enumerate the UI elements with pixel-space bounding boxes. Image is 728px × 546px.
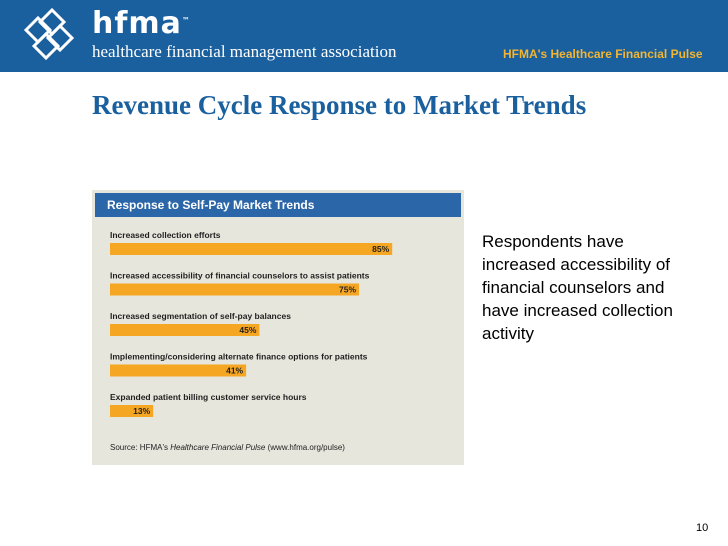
value-label: 75% [339,285,356,295]
category-label: Increased collection efforts [110,230,221,240]
chart-panel: Increased collection efforts 85% Increased… [92,190,464,465]
bar [110,283,359,296]
pulse-label: HFMA's Healthcare Financial Pulse [503,47,703,61]
category-label: Expanded patient billing customer servic… [110,392,307,402]
bar [110,243,393,255]
page-number: 10 [696,522,709,534]
hfma-logo-icon [23,8,75,61]
bar [110,405,154,417]
header-bar: hfma™ healthcare financial management as… [0,0,728,72]
chart-title: Response to Self-Pay Market Trends [95,193,461,217]
value-label: 41% [226,366,243,376]
logo-tagline: healthcare financial management associat… [92,42,397,61]
chart-svg: Increased collection efforts 85% Increased… [110,230,393,452]
value-label: 45% [239,325,256,335]
bar [110,324,260,336]
side-commentary: Respondents have increased accessibility… [482,232,673,343]
category-label: Increased segmentation of self-pay balan… [110,311,291,321]
chart-source: Source: HFMA's Healthcare Financial Puls… [110,443,345,452]
bar [110,364,247,377]
value-label: 85% [372,244,389,254]
category-label: Implementing/considering alternate finan… [110,352,368,362]
category-label: Increased accessibility of financial cou… [110,271,370,281]
slide-title: Revenue Cycle Response to Market Trends [92,90,587,120]
logo-wordmark: hfma™ [92,6,191,41]
value-label: 13% [133,406,150,416]
